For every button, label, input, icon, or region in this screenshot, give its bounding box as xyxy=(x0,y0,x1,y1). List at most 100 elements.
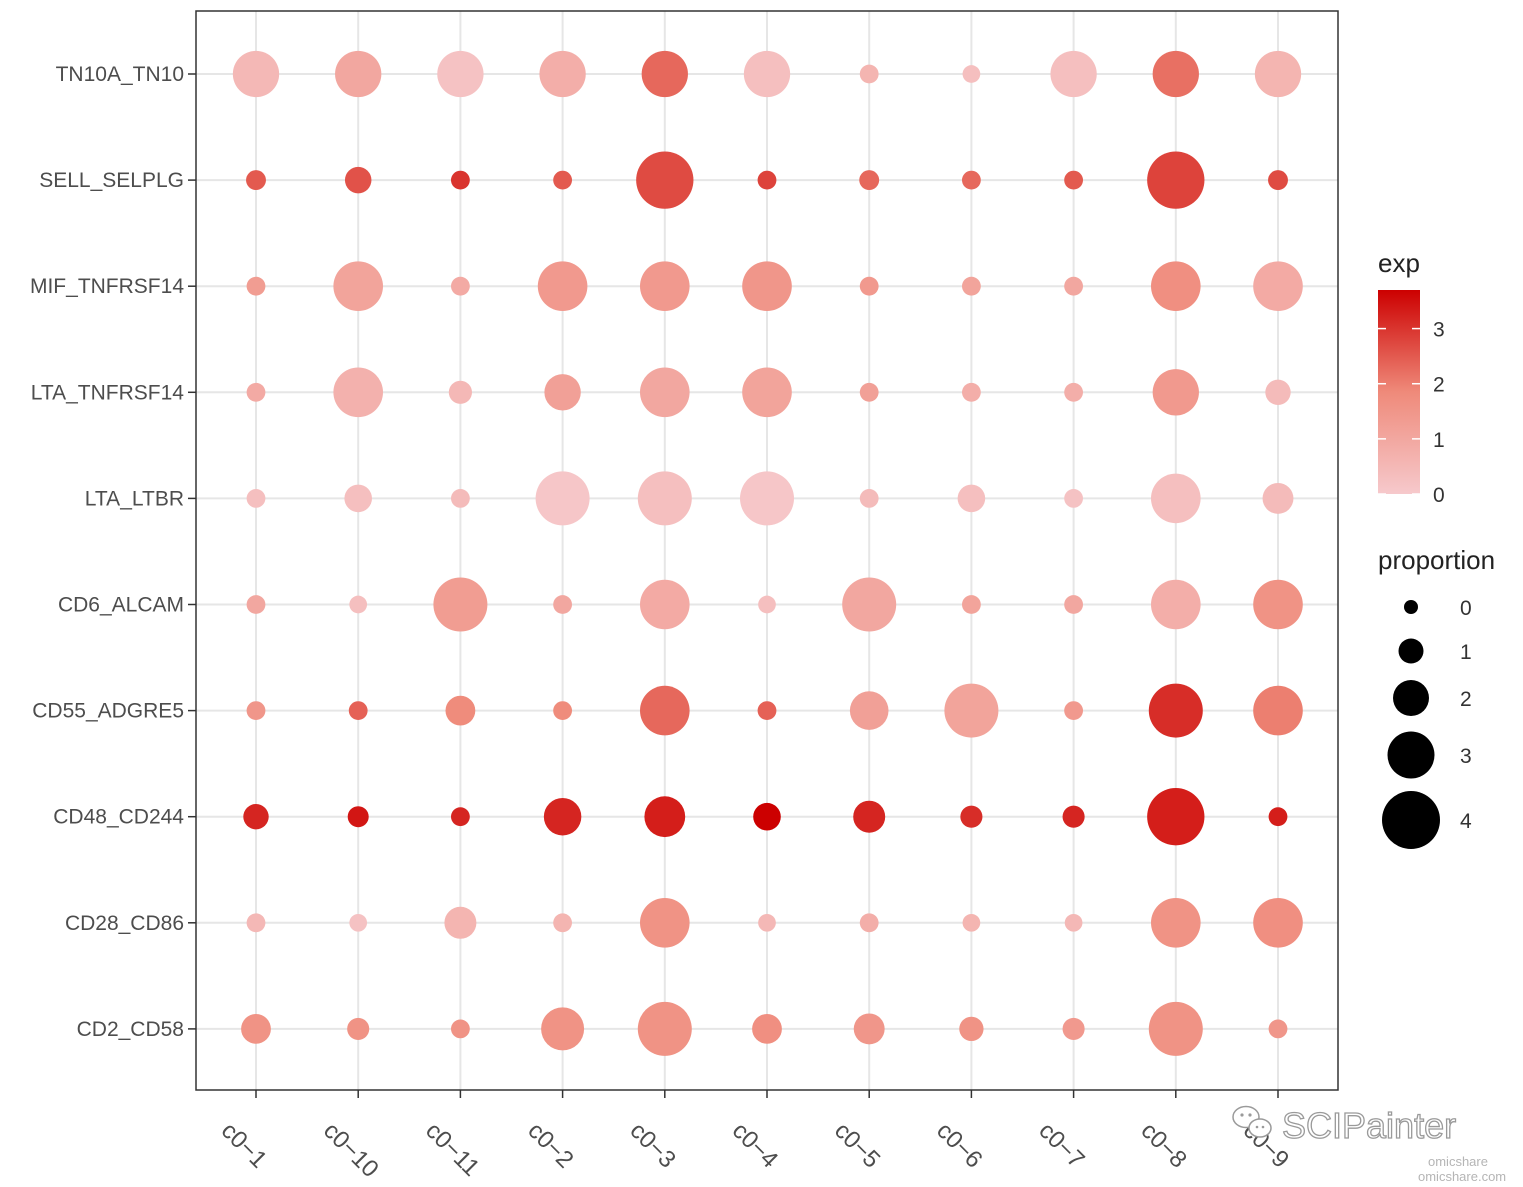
color-bar-label: 0 xyxy=(1433,484,1445,507)
data-dot xyxy=(758,913,776,932)
data-dot xyxy=(246,489,266,508)
data-dot xyxy=(1268,170,1288,191)
data-dot xyxy=(348,701,368,720)
data-dot xyxy=(553,595,572,614)
data-dot xyxy=(849,691,889,730)
data-dot xyxy=(1253,685,1303,736)
data-dot xyxy=(232,50,280,98)
data-dot xyxy=(957,484,986,513)
data-dot xyxy=(962,595,981,614)
data-dot xyxy=(1064,170,1083,190)
color-bar-label: 2 xyxy=(1433,374,1445,397)
y-tick-label: CD28_CD86 xyxy=(65,912,184,935)
data-dot xyxy=(553,170,572,190)
x-tick-label: c0−3 xyxy=(625,1117,681,1173)
x-tick-label: c0−6 xyxy=(931,1117,987,1173)
data-dot xyxy=(451,807,470,827)
data-dot xyxy=(859,276,879,296)
data-dot xyxy=(544,374,581,411)
data-dot xyxy=(535,471,590,526)
data-dot xyxy=(246,701,266,720)
y-tick-label: SELL_SELPLG xyxy=(39,169,184,192)
watermark: SCIPainter omicshare omicshare.com xyxy=(1232,1104,1506,1184)
data-dot xyxy=(1151,579,1201,630)
data-dot xyxy=(1064,595,1083,614)
data-dot xyxy=(636,151,694,209)
size-legend-label: 1 xyxy=(1460,641,1472,664)
data-dot xyxy=(539,50,586,98)
data-dot xyxy=(859,489,879,508)
data-dot xyxy=(944,683,999,738)
data-dot xyxy=(1151,898,1201,948)
data-dot xyxy=(962,170,981,190)
data-dot xyxy=(753,802,781,831)
size-legend-dot xyxy=(1382,791,1440,849)
data-dot xyxy=(349,913,368,932)
y-axis-labels: TN10A_TN10 SELL_SELPLG MIF_TNFRSF14 LTA_TNF… xyxy=(30,63,184,1041)
data-dot xyxy=(742,367,792,418)
data-dot xyxy=(853,1013,885,1045)
y-tick-label: CD55_ADGRE5 xyxy=(32,700,184,723)
data-dot xyxy=(437,50,484,98)
size-legend-title: proportion xyxy=(1378,545,1495,575)
size-legend-label: 4 xyxy=(1460,810,1472,833)
data-dot xyxy=(347,806,369,828)
x-axis-labels: c0−1 c0−10 c0−11 c0−2 c0−3 c0−4 c0−5 c0−6 c0−7 c0… xyxy=(216,1117,1294,1183)
size-legend-dot xyxy=(1393,680,1429,716)
data-dot xyxy=(959,1016,984,1042)
axis-ticks xyxy=(188,73,1279,1098)
y-tick-label: CD6_ALCAM xyxy=(58,594,184,617)
color-bar xyxy=(1378,290,1420,494)
data-dot xyxy=(333,367,384,418)
data-dot xyxy=(842,577,897,632)
data-dot xyxy=(444,906,477,939)
y-tick-label: LTA_TNFRSF14 xyxy=(31,381,185,404)
data-dot xyxy=(1268,1019,1288,1039)
data-dot xyxy=(344,166,372,194)
data-dot xyxy=(962,382,981,402)
y-tick-label: MIF_TNFRSF14 xyxy=(30,275,184,298)
color-bar-ticks: 3 2 1 0 xyxy=(1378,319,1445,507)
data-dot xyxy=(1262,482,1294,514)
data-dot xyxy=(537,261,588,312)
size-legend-dot xyxy=(1387,731,1435,779)
x-tick-label: c0−8 xyxy=(1136,1117,1192,1173)
data-dot xyxy=(1064,489,1083,508)
data-dot xyxy=(1151,473,1201,524)
data-dot xyxy=(637,471,692,526)
size-legend-items: 0 1 2 3 4 xyxy=(1382,597,1472,849)
data-dot xyxy=(241,1014,271,1044)
data-points xyxy=(232,50,1303,1056)
data-dot xyxy=(1064,701,1083,720)
data-dot xyxy=(1265,379,1291,405)
data-dot xyxy=(742,261,792,312)
data-dot xyxy=(743,50,791,98)
data-dot xyxy=(757,170,777,190)
y-tick-label: CD48_CD244 xyxy=(53,806,184,829)
y-tick-label: TN10A_TN10 xyxy=(56,63,184,86)
color-legend: exp 3 2 1 0 xyxy=(1378,248,1445,507)
data-dot xyxy=(448,380,472,404)
size-legend-label: 0 xyxy=(1460,597,1472,620)
data-dot xyxy=(349,595,368,614)
data-dot xyxy=(640,579,690,630)
data-dot xyxy=(640,898,690,948)
data-dot xyxy=(541,1007,585,1051)
data-dot xyxy=(335,50,382,98)
size-legend-label: 3 xyxy=(1460,745,1472,768)
data-dot xyxy=(644,796,686,838)
data-dot xyxy=(451,489,470,508)
y-tick-label: LTA_LTBR xyxy=(85,487,184,510)
x-tick-label: c0−11 xyxy=(420,1117,485,1182)
data-dot xyxy=(641,50,688,98)
x-tick-label: c0−2 xyxy=(522,1117,578,1173)
data-dot xyxy=(451,1019,470,1039)
data-dot xyxy=(246,595,266,614)
data-dot xyxy=(752,1014,782,1044)
data-dot xyxy=(333,261,384,312)
data-dot xyxy=(962,913,981,932)
data-dot xyxy=(246,913,266,933)
x-tick-label: c0−4 xyxy=(727,1117,783,1173)
data-dot xyxy=(246,276,266,296)
